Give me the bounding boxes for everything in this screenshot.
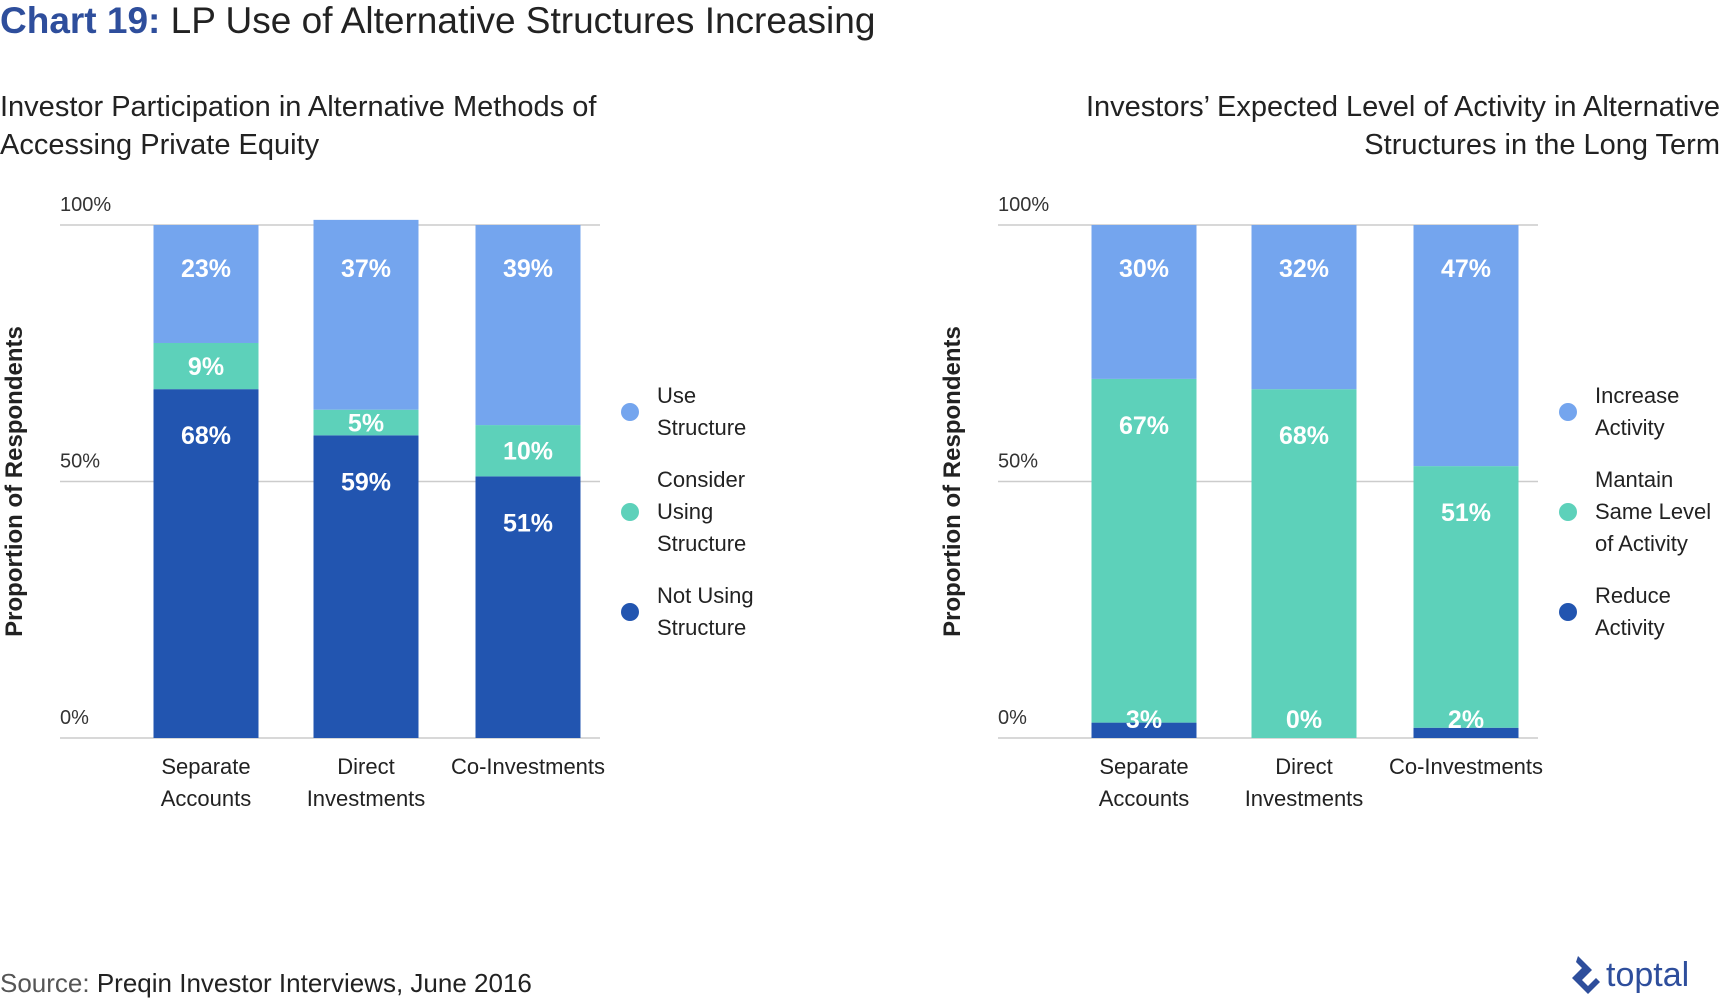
left-chart-title: Investor Participation in Alternative Me…	[0, 88, 740, 164]
x-category-label: Direct	[1275, 754, 1332, 779]
bar-segment	[475, 225, 581, 426]
y-axis-title: Proportion of Respondents	[1, 326, 28, 637]
x-category-label: Accounts	[1099, 786, 1190, 811]
legend-label: Activity	[1595, 615, 1665, 640]
data-label: 37%	[341, 255, 391, 283]
data-label: 68%	[181, 422, 231, 450]
x-category-label: Separate	[1099, 754, 1188, 779]
legend-marker	[621, 403, 639, 421]
bar-segment	[1251, 389, 1357, 738]
bar-segment	[1091, 225, 1197, 379]
legend-marker	[1559, 603, 1577, 621]
data-label: 59%	[341, 468, 391, 496]
bar-segment	[313, 435, 419, 738]
legend-marker	[621, 503, 639, 521]
y-tick-label: 100%	[60, 194, 111, 216]
legend-label: Same Level	[1595, 499, 1711, 524]
data-label: 23%	[181, 255, 231, 283]
chart-number: Chart 19:	[0, 0, 161, 41]
data-label: 51%	[1441, 499, 1491, 527]
y-axis-title: Proportion of Respondents	[939, 326, 966, 637]
legend-label: Consider	[657, 467, 745, 492]
source-note: Source: Preqin Investor Interviews, June…	[0, 968, 532, 999]
y-tick-label: 0%	[998, 707, 1027, 729]
left-chart: Proportion of Respondents 0% 50% 100% 68% 9% 2…	[1, 194, 754, 811]
legend-label: Structure	[657, 531, 746, 556]
data-label: 51%	[503, 509, 553, 537]
legend-label: Activity	[1595, 415, 1665, 440]
data-label: 32%	[1279, 255, 1329, 283]
left-chart-title-line: Accessing Private Equity	[0, 129, 320, 161]
legend-marker	[1559, 503, 1577, 521]
chart-title-text: LP Use of Alternative Structures Increas…	[170, 0, 876, 41]
bar-segment	[153, 225, 259, 343]
data-label: 30%	[1119, 255, 1169, 283]
legend-label: Using	[657, 499, 713, 524]
x-category-label: Investments	[307, 786, 426, 811]
data-label: 68%	[1279, 422, 1329, 450]
right-chart: Proportion of Respondents 0% 50% 100% 3% 67% 3…	[939, 194, 1711, 811]
page-title: Chart 19: LP Use of Alternative Structur…	[0, 0, 875, 42]
y-tick-label: 50%	[60, 451, 100, 473]
data-label: 67%	[1119, 412, 1169, 440]
data-label: 47%	[1441, 255, 1491, 283]
legend-marker	[621, 603, 639, 621]
data-label: 2%	[1448, 706, 1484, 734]
x-category-label: Accounts	[161, 786, 252, 811]
legend-label: Increase	[1595, 383, 1679, 408]
bar-segment	[1091, 722, 1197, 738]
x-category-label: Separate	[161, 754, 250, 779]
bar-segment	[475, 476, 581, 738]
brand-name: toptal	[1606, 956, 1689, 994]
source-label: Source:	[0, 968, 90, 998]
bar-segment	[1413, 225, 1519, 467]
bar-segment	[475, 425, 581, 477]
bar-segment	[313, 219, 419, 410]
x-category-label: Co-Investments	[451, 754, 605, 779]
y-tick-label: 0%	[60, 707, 89, 729]
x-category-label: Direct	[337, 754, 394, 779]
y-tick-label: 50%	[998, 451, 1038, 473]
toptal-logo-icon: toptal	[1572, 956, 1689, 994]
data-label: 0%	[1286, 706, 1322, 734]
legend-label: Mantain	[1595, 467, 1673, 492]
x-category-label: Investments	[1245, 786, 1364, 811]
legend-label: Not Using	[657, 583, 754, 608]
y-tick-label: 100%	[998, 194, 1049, 216]
data-label: 10%	[503, 438, 553, 466]
x-category-label: Co-Investments	[1389, 754, 1543, 779]
data-label: 5%	[348, 410, 384, 438]
legend-label: Structure	[657, 615, 746, 640]
legend-label: of Activity	[1595, 531, 1688, 556]
legend-label: Use	[657, 383, 696, 408]
bar-segment	[1413, 466, 1519, 728]
legend-label: Structure	[657, 415, 746, 440]
bar-segment	[1091, 378, 1197, 723]
right-chart-title-line: Structures in the Long Term	[1364, 129, 1720, 161]
right-chart-title: Investors’ Expected Level of Activity in…	[980, 88, 1720, 164]
bar-segment	[1413, 727, 1519, 738]
bar-segment	[313, 409, 419, 436]
legend-marker	[1559, 403, 1577, 421]
data-label: 39%	[503, 255, 553, 283]
legend-label: Reduce	[1595, 583, 1671, 608]
bar-segment	[153, 342, 259, 390]
right-chart-title-line: Investors’ Expected Level of Activity in…	[1085, 91, 1720, 123]
data-label: 9%	[188, 353, 224, 381]
data-label: 3%	[1126, 706, 1162, 734]
bar-segment	[1251, 225, 1357, 390]
bar-segment	[153, 389, 259, 738]
left-chart-title-line: Investor Participation in Alternative Me…	[0, 91, 597, 123]
source-text: Preqin Investor Interviews, June 2016	[96, 968, 532, 998]
